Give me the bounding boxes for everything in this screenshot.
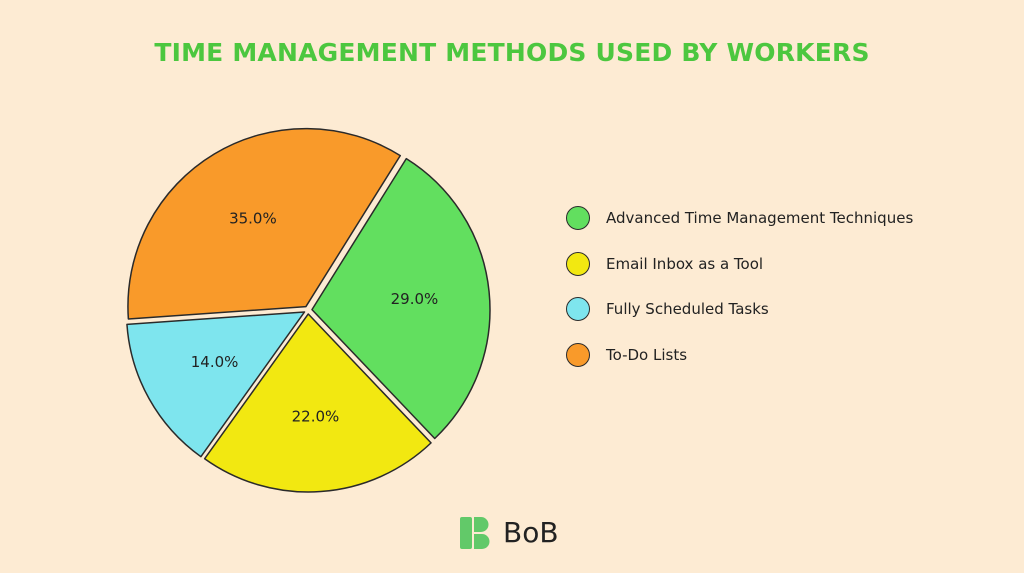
brand: BoB (459, 516, 559, 550)
legend-item-advanced-techniques: Advanced Time Management Techniques (566, 204, 913, 232)
chart-title: TIME MANAGEMENT METHODS USED BY WORKERS (154, 38, 870, 67)
bob-logo-icon (460, 517, 490, 549)
pie-slice-email-inbox (203, 313, 432, 493)
legend-swatch-orange-icon (566, 342, 590, 367)
slice-label-fully-scheduled: 14.0% (191, 353, 239, 371)
legend-label: To-Do Lists (606, 345, 688, 364)
legend: Advanced Time Management Techniques Emai… (566, 204, 913, 386)
pie-slice-fully-scheduled (126, 311, 306, 458)
pie-slice-advanced-techniques (311, 157, 491, 440)
legend-swatch-green-icon (566, 206, 590, 230)
pie-slice-todo-lists (127, 127, 402, 320)
legend-label: Advanced Time Management Techniques (606, 209, 914, 227)
legend-label: Fully Scheduled Tasks (606, 300, 769, 318)
slice-label-todo-lists: 35.0% (229, 209, 277, 227)
legend-item-email-inbox: Email Inbox as a Tool (566, 250, 913, 278)
brand-name: BoB (503, 516, 559, 549)
legend-swatch-yellow-icon (566, 251, 590, 276)
legend-item-fully-scheduled: Fully Scheduled Tasks (566, 295, 913, 323)
slice-label-advanced-techniques: 29.0% (391, 290, 439, 308)
slice-label-email-inbox: 22.0% (292, 408, 340, 426)
legend-item-todo-lists: To-Do Lists (566, 341, 913, 369)
legend-label: Email Inbox as a Tool (606, 254, 764, 273)
legend-swatch-cyan-icon (566, 297, 590, 321)
